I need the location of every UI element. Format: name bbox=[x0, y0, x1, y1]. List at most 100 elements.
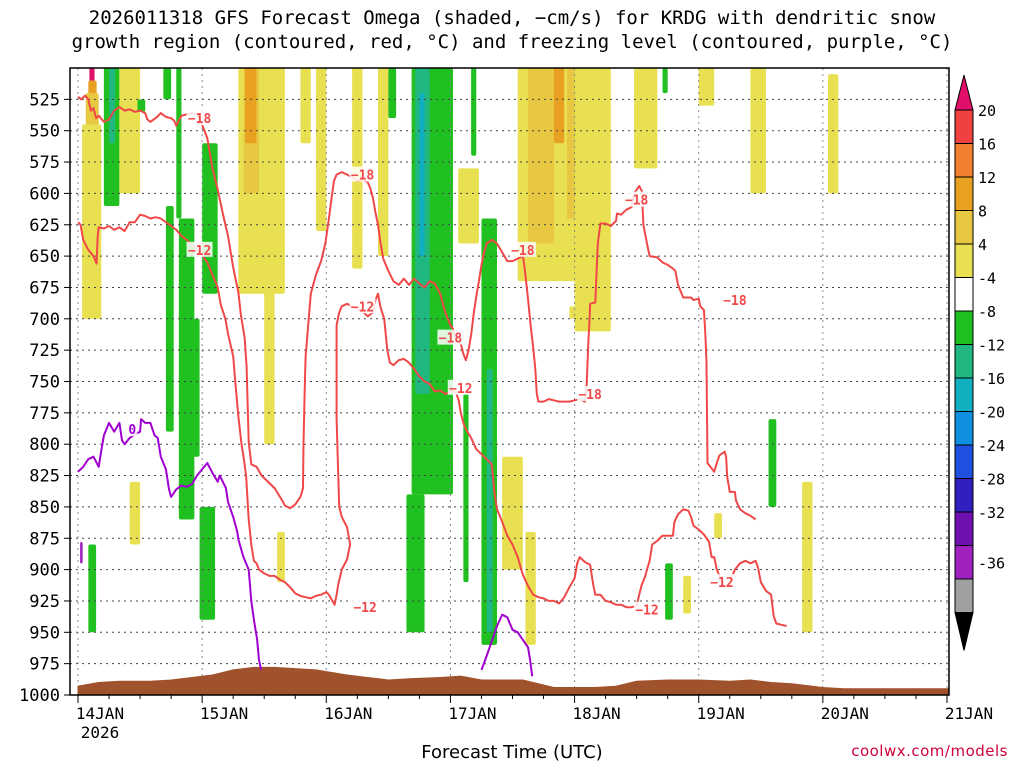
omega-shading bbox=[80, 68, 839, 645]
colorbar-tick-label: 4 bbox=[978, 236, 987, 254]
omega-cell bbox=[406, 494, 425, 633]
omega-cell bbox=[277, 531, 285, 583]
colorbar-segment bbox=[954, 210, 974, 245]
omega-cell bbox=[665, 563, 673, 620]
credit-text: coolwx.com/models bbox=[851, 742, 1008, 760]
omega-cell bbox=[634, 68, 658, 169]
contour-line bbox=[77, 418, 263, 671]
omega-cell bbox=[176, 68, 182, 219]
omega-cell bbox=[471, 68, 477, 156]
omega-cell bbox=[458, 168, 479, 244]
omega-cell bbox=[463, 394, 469, 583]
colorbar-tick-label: 12 bbox=[978, 169, 996, 187]
omega-cell bbox=[553, 68, 565, 144]
y-tick-label: 975 bbox=[29, 655, 60, 675]
y-tick-label: 950 bbox=[29, 623, 60, 643]
contour-label: −18 bbox=[625, 194, 649, 209]
omega-cell bbox=[315, 68, 327, 232]
contour-line bbox=[77, 94, 201, 127]
contour-label-bg bbox=[623, 191, 650, 207]
colorbar-tick-label: -16 bbox=[978, 370, 1005, 388]
contour-label-bg bbox=[708, 574, 735, 590]
contour-label: −18 bbox=[351, 169, 375, 184]
y-tick-label: 725 bbox=[29, 341, 60, 361]
colorbar: 20 16 12 8 4 -4 -8 -12 -16 -20 -24 -28 -32 -36 bbox=[954, 74, 1005, 651]
contour-line bbox=[77, 213, 787, 627]
colorbar-tick-label: -20 bbox=[978, 404, 1005, 422]
colorbar-segment bbox=[954, 478, 974, 513]
x-tick-label: 2026 bbox=[81, 723, 120, 742]
colorbar-tick-label: 20 bbox=[978, 102, 996, 120]
y-tick-label: 925 bbox=[29, 592, 60, 612]
colorbar-tick-label: 8 bbox=[978, 203, 987, 221]
colorbar-segment bbox=[954, 109, 974, 144]
y-tick-label: 775 bbox=[29, 404, 60, 424]
y-tick-label: 650 bbox=[29, 247, 60, 267]
colorbar-segment bbox=[954, 310, 974, 345]
omega-cell bbox=[165, 205, 174, 432]
colorbar-segment bbox=[954, 277, 974, 312]
colorbar-segment bbox=[954, 344, 974, 379]
contour-label: −12 bbox=[635, 604, 658, 619]
colorbar-tick-label: -28 bbox=[978, 471, 1005, 489]
colorbar-segment bbox=[954, 176, 974, 211]
omega-cell bbox=[768, 419, 777, 507]
y-tick-label: 825 bbox=[29, 467, 60, 487]
x-tick-label: 16JAN bbox=[324, 704, 372, 723]
y-tick-label: 625 bbox=[29, 216, 60, 236]
omega-cell bbox=[163, 68, 172, 100]
contour-label: −18 bbox=[439, 332, 463, 347]
omega-cell bbox=[683, 575, 691, 614]
y-tick-label: 900 bbox=[29, 561, 60, 581]
contour-label-bg bbox=[349, 298, 376, 314]
colorbar-tick-label: -8 bbox=[978, 303, 996, 321]
x-tick-label: 19JAN bbox=[697, 704, 745, 723]
colorbar-tick-label: -12 bbox=[978, 337, 1005, 355]
contour-label: −12 bbox=[351, 300, 374, 315]
x-axis-title: Forecast Time (UTC) bbox=[421, 742, 603, 763]
terrain bbox=[77, 666, 949, 695]
x-tick-label: 21JAN bbox=[945, 704, 993, 723]
omega-cell bbox=[82, 124, 102, 319]
contour-label-bg bbox=[186, 110, 213, 126]
terrain-fill bbox=[77, 666, 949, 695]
contour-line bbox=[199, 119, 757, 521]
contour-label-bg bbox=[633, 601, 660, 617]
colorbar-segment bbox=[954, 411, 974, 446]
omega-cell bbox=[502, 456, 523, 570]
colorbar-segment bbox=[954, 243, 974, 278]
omega-cell bbox=[574, 68, 611, 332]
omega-cell bbox=[828, 74, 839, 194]
colorbar-segment bbox=[954, 444, 974, 479]
colorbar-tick-label: -32 bbox=[978, 504, 1005, 522]
x-tick-label: 20JAN bbox=[821, 704, 869, 723]
colorbar-tick-label: -24 bbox=[978, 437, 1005, 455]
contour-label-bg bbox=[127, 421, 138, 437]
omega-cell bbox=[109, 68, 116, 144]
y-tick-label: 1000 bbox=[19, 686, 60, 706]
colorbar-segment bbox=[954, 511, 974, 546]
omega-cell bbox=[714, 513, 722, 539]
omega-cell bbox=[802, 481, 813, 633]
colorbar-segment bbox=[954, 578, 974, 613]
colorbar-arrow-bottom bbox=[954, 612, 974, 651]
colorbar-tick-label: -4 bbox=[978, 270, 996, 288]
contour-label-bg bbox=[721, 291, 748, 307]
x-tick-label: 17JAN bbox=[448, 704, 496, 723]
omega-cell bbox=[88, 544, 97, 633]
y-tick-label: 600 bbox=[29, 184, 60, 204]
y-tick-label: 750 bbox=[29, 373, 60, 393]
omega-cell bbox=[199, 506, 216, 620]
contour-labels: −18 −12 −18 −12 −18 −12 −12 −18 −18 −18 −12 −18 −12 0 bbox=[127, 110, 748, 619]
contour-label: −18 bbox=[578, 388, 602, 403]
x-tick-label: 18JAN bbox=[572, 704, 620, 723]
y-tick-label: 875 bbox=[29, 529, 60, 549]
colorbar-segment bbox=[954, 377, 974, 412]
omega-cell bbox=[80, 542, 83, 564]
contour-label: −12 bbox=[188, 244, 211, 259]
chart-title: 2026011318 GFS Forecast Omega (shaded, −… bbox=[71, 7, 953, 53]
colorbar-arrow-top bbox=[954, 74, 974, 111]
y-tick-label: 700 bbox=[29, 310, 60, 330]
